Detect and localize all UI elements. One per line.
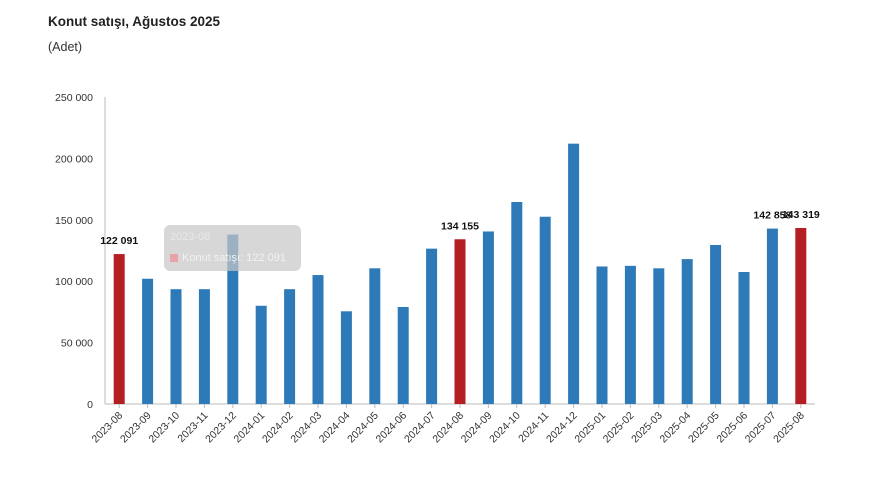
x-tick-label: 2025-08 [771, 410, 807, 446]
bar-2025-06 [738, 271, 750, 404]
bar-2023-10 [170, 289, 182, 404]
y-tick-label: 150 000 [55, 215, 93, 227]
tooltip-title: 2023-08 [170, 231, 211, 243]
data-label-2025-07: 142 858 [753, 210, 791, 222]
y-tick-label: 200 000 [55, 153, 93, 165]
bar-2024-11 [539, 216, 551, 404]
bar-2025-04 [681, 259, 693, 404]
bar-2024-12 [568, 143, 580, 404]
tooltip-series: Konut satışı [182, 252, 241, 264]
tooltip-row: Konut satışı: 122 091 [170, 252, 286, 264]
bar-2025-07 [766, 228, 778, 404]
y-tick-label: 50 000 [61, 338, 93, 350]
bar-2024-10 [511, 201, 523, 404]
data-label-2025-08: 143 319 [782, 209, 820, 221]
bar-2023-11 [198, 289, 210, 404]
x-tick-label: 2023-10 [146, 410, 182, 446]
bar-2025-01 [596, 266, 608, 404]
bar-2024-09 [482, 231, 494, 404]
tooltip-value: 122 091 [246, 252, 286, 264]
y-tick-label: 250 000 [55, 92, 93, 104]
x-tick-label: 2024-10 [487, 410, 523, 446]
y-tick-label: 0 [87, 399, 93, 411]
bar-2024-05 [369, 268, 381, 404]
bar-2024-08 [454, 239, 466, 404]
bar-2024-04 [340, 311, 352, 404]
chart-unit-label: (Adet) [48, 40, 83, 54]
chart-title: Konut satışı, Ağustos 2025 [48, 14, 221, 29]
bar-2024-02 [284, 289, 296, 404]
bar-2023-08 [113, 254, 125, 404]
bar-2023-12 [227, 234, 239, 404]
bar-2024-06 [397, 306, 409, 404]
data-label-2023-08: 122 091 [100, 235, 138, 247]
bar-2024-07 [426, 248, 438, 404]
data-label-2024-08: 134 155 [441, 220, 479, 232]
bar-2025-05 [710, 244, 722, 404]
bar-2024-01 [255, 305, 267, 404]
bar-2025-03 [653, 268, 665, 404]
bar-2024-03 [312, 275, 324, 404]
bar-2025-08 [795, 228, 807, 404]
chart-tooltip: 2023-08 Konut satışı: 122 091 [164, 225, 301, 271]
bar-2023-09 [142, 278, 154, 404]
tooltip-swatch [170, 254, 178, 262]
bar-2025-02 [624, 265, 636, 404]
y-tick-label: 100 000 [55, 276, 93, 288]
